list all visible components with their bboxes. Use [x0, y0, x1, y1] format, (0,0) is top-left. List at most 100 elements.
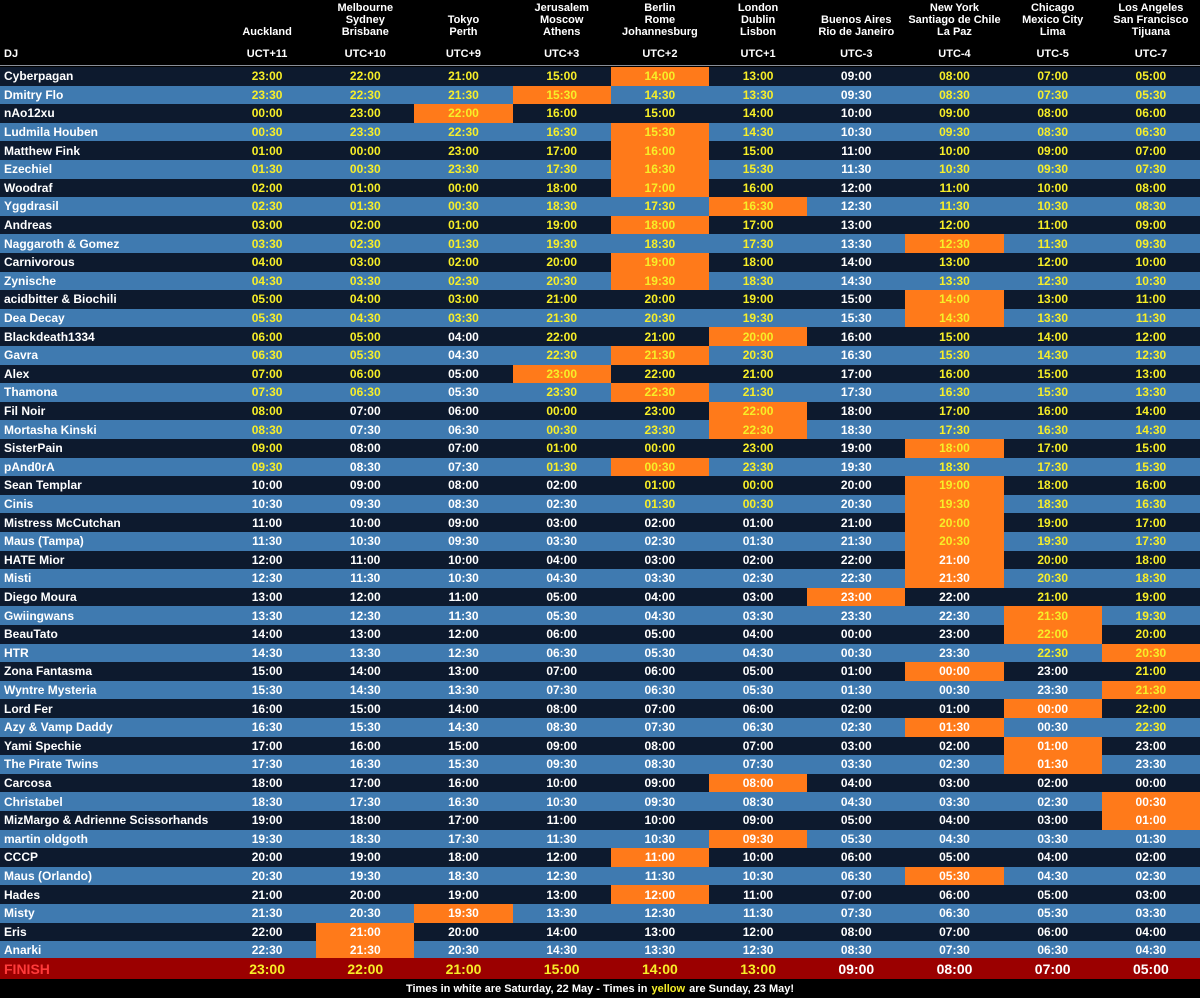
time-cell: 19:30 [1037, 534, 1069, 549]
table-row: BeauTato 14:00 13:00 12:00 06:00 05:00 04:00 00… [0, 625, 1200, 644]
time-cell: 17:00 [742, 218, 774, 233]
time-cell: 20:30 [1037, 571, 1069, 586]
dj-name: Cyberpagan [4, 69, 74, 84]
time-cell: 14:00 [349, 664, 381, 679]
table-row: acidbitter & Biochili 05:00 04:00 03:00 21:0… [0, 290, 1200, 309]
table-row: Anarki 22:30 21:30 20:30 14:30 13:30 12:30 08:3… [0, 941, 1200, 960]
table-row: Dmitry Flo 23:30 22:30 21:30 15:30 14:30 13:30… [0, 85, 1200, 105]
time-cell: 11:00 [1135, 292, 1166, 307]
table-row: Misty 21:30 20:30 19:30 13:30 12:30 11:30 07:30… [0, 904, 1200, 923]
zone-city: Tijuana [1131, 26, 1171, 38]
time-cell: 16:00 [1135, 478, 1167, 493]
zone-city: Sydney [345, 14, 385, 26]
time-cell: 20:30 [546, 273, 578, 288]
time-cell: 22:30 [251, 943, 283, 958]
zone-header: Buenos Aires Rio de Janeiro UTC-3 [807, 0, 905, 64]
time-cell: 17:00 [546, 143, 578, 158]
time-cell: 01:30 [1135, 831, 1167, 846]
table-row: Mistress McCutchan 11:00 10:00 09:00 03:00 02… [0, 513, 1200, 532]
dj-name: Sean Templar [4, 478, 82, 493]
time-cell: 14:30 [349, 683, 381, 698]
time-cell-highlighted: 19:30 [905, 494, 1004, 514]
time-cell: 03:00 [840, 738, 872, 753]
time-cell-highlighted: 19:30 [414, 904, 513, 923]
time-cell: 06:30 [840, 869, 872, 884]
time-cell: 16:00 [840, 329, 872, 344]
time-cell: 00:00 [644, 441, 676, 456]
zone-offset: UTC+2 [642, 48, 678, 60]
dj-name: Alex [4, 366, 30, 381]
table-row: Cinis 10:30 09:30 08:30 02:30 01:30 00:30 20:30… [0, 494, 1200, 514]
time-cell: 07:00 [742, 738, 774, 753]
time-cell: 19:00 [546, 218, 578, 233]
time-cell: 13:30 [939, 273, 970, 288]
time-cell: 17:00 [349, 776, 381, 791]
time-cell: 10:30 [448, 571, 479, 586]
time-cell-highlighted: 17:00 [610, 178, 709, 198]
time-cell: 21:00 [448, 69, 479, 84]
time-cell: 18:00 [1037, 478, 1069, 493]
time-cell-highlighted: 21:30 [610, 346, 709, 365]
time-cell-highlighted: 22:30 [709, 420, 808, 439]
time-cell: 03:30 [1135, 906, 1167, 921]
time-cell: 03:00 [742, 590, 774, 605]
time-cell: 01:00 [546, 441, 578, 456]
time-cell: 00:30 [251, 125, 283, 140]
time-cell: 10:30 [1135, 273, 1167, 288]
time-cell: 21:00 [1037, 590, 1069, 605]
time-cell: 03:00 [1135, 887, 1167, 902]
dj-name: nAo12xu [4, 106, 55, 121]
time-cell: 03:30 [644, 571, 676, 586]
finish-time: 15:00 [543, 960, 580, 977]
finish-time: 05:00 [1132, 960, 1169, 977]
time-cell: 20:00 [1135, 627, 1167, 642]
time-cell: 03:00 [251, 218, 283, 233]
time-cell: 00:00 [349, 143, 381, 158]
zone-offset: UTC+3 [544, 48, 580, 60]
time-cell: 11:30 [448, 608, 479, 623]
time-cell: 04:00 [939, 813, 970, 828]
time-cell: 11:00 [841, 143, 872, 158]
zone-city: Buenos Aires [821, 14, 892, 26]
time-cell: 11:30 [1135, 311, 1166, 326]
dj-column-header: DJ [4, 48, 19, 60]
time-cell: 20:30 [251, 869, 283, 884]
dj-name: Mortasha Kinski [4, 422, 97, 437]
time-cell: 10:00 [448, 552, 479, 567]
time-cell: 12:30 [448, 645, 479, 660]
time-cell: 14:30 [1037, 348, 1069, 363]
zone-offset: UTC+10 [344, 48, 386, 60]
time-cell: 18:00 [349, 813, 381, 828]
finish-time: 22:00 [347, 960, 384, 977]
time-cell: 07:30 [939, 943, 970, 958]
time-cell: 17:30 [742, 236, 774, 251]
finish-row: FINISH 23:00 22:00 21:00 15:00 14:00 13:00 09:0… [0, 958, 1200, 979]
time-cell: 09:30 [1135, 236, 1167, 251]
time-cell: 20:00 [251, 850, 283, 865]
time-cell: 09:30 [939, 125, 970, 140]
footer-text-sunday: are Sunday, 23 May! [689, 982, 795, 995]
dj-name: HATE Mior [4, 552, 65, 567]
time-cell: 04:00 [448, 329, 479, 344]
time-cell-highlighted: 05:30 [905, 866, 1004, 886]
time-cell: 00:00 [1135, 776, 1167, 791]
time-cell: 23:00 [251, 69, 283, 84]
time-cell: 13:30 [742, 87, 774, 102]
time-cell: 12:30 [840, 199, 872, 214]
time-cell: 02:30 [939, 757, 970, 772]
time-cell: 18:30 [1135, 571, 1167, 586]
time-cell: 12:00 [742, 924, 774, 939]
dj-name: Gavra [4, 348, 39, 363]
time-cell: 04:00 [742, 627, 774, 642]
time-cell: 00:30 [840, 645, 872, 660]
time-cell: 20:30 [644, 311, 676, 326]
time-cell: 07:00 [448, 441, 479, 456]
table-row: Hades 21:00 20:00 19:00 13:00 12:00 11:00 07:00… [0, 885, 1200, 904]
time-cell: 21:00 [840, 515, 872, 530]
table-row: MizMargo & Adrienne Scissorhands 19:00 18:… [0, 811, 1200, 830]
time-cell: 12:00 [840, 180, 872, 195]
time-cell: 21:30 [840, 534, 872, 549]
time-cell: 18:00 [448, 850, 479, 865]
zone-header: Auckland UCT+11 [218, 0, 316, 64]
dj-name: Yggdrasil [4, 199, 59, 214]
